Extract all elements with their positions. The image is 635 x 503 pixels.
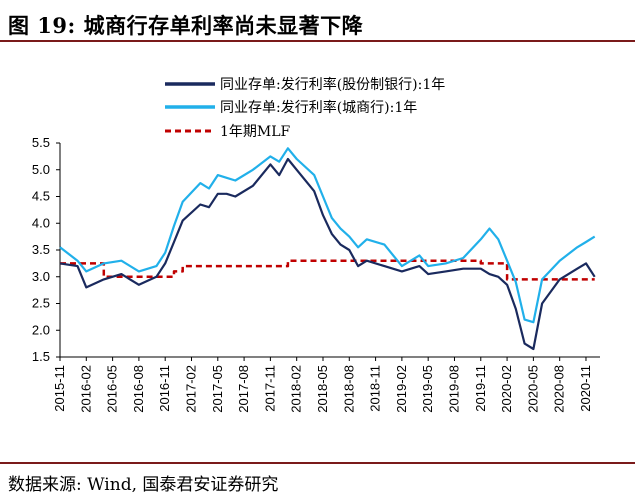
legend-label: 1年期MLF: [220, 124, 291, 140]
series-line-2: [59, 147, 596, 324]
x-tick-label: 2020-08: [552, 365, 567, 413]
x-tick-label: 2016-02: [78, 365, 93, 413]
series-lines: [59, 147, 596, 351]
x-tick-label: 2018-11: [368, 365, 383, 412]
x-tick-label: 2018-08: [341, 365, 356, 413]
x-tick-label: 2019-11: [473, 365, 488, 412]
x-tick-label: 2018-02: [289, 365, 304, 413]
x-tick-label: 2016-11: [157, 365, 172, 412]
x-tick-label: 2017-02: [183, 365, 198, 413]
y-tick-label: 4.5: [32, 189, 50, 204]
x-tick-label: 2016-08: [131, 365, 146, 413]
y-tick-label: 5.5: [32, 135, 50, 150]
y-tick-label: 3.5: [32, 242, 50, 257]
y-tick-label: 2.5: [32, 296, 50, 311]
title-rule: [0, 40, 635, 42]
y-tick-label: 2.0: [32, 322, 50, 337]
x-tick-label: 2020-02: [499, 365, 514, 413]
x-tick-label: 2019-05: [420, 365, 435, 413]
legend-label: 同业存单:发行利率(股份制银行):1年: [220, 76, 445, 93]
x-axis-ticks: 2015-11 2016-02 2016-05 2016-08 2016-11 2017-…: [52, 357, 593, 413]
x-tick-label: 2017-11: [262, 365, 277, 412]
figure-title: 图 19: 城商行存单利率尚未显著下降: [8, 13, 364, 38]
legend-label: 同业存单:发行利率(城商行):1年: [220, 99, 417, 116]
source-rule: [0, 462, 635, 464]
x-tick-label: 2017-05: [210, 365, 225, 413]
x-tick-label: 2016-05: [105, 365, 120, 413]
x-tick-label: 2020-05: [525, 365, 540, 413]
x-tick-label: 2020-11: [578, 365, 593, 412]
series-line-1: [59, 157, 596, 351]
series-line-3: [60, 259, 595, 281]
y-axis-ticks: 1.5 2.0 2.5 3.0 3.5 4.0 4.5 5.0 5.5: [32, 135, 60, 364]
data-source: 数据来源: Wind, 国泰君安证券研究: [8, 475, 279, 495]
x-tick-label: 2019-08: [446, 365, 461, 413]
x-tick-label: 2017-08: [236, 365, 251, 413]
y-tick-label: 3.0: [32, 269, 50, 284]
x-tick-label: 2018-05: [315, 365, 330, 413]
y-tick-label: 1.5: [32, 349, 50, 364]
x-tick-label: 2015-11: [52, 365, 67, 412]
x-tick-label: 2019-02: [394, 365, 409, 413]
y-tick-label: 5.0: [32, 162, 50, 177]
y-tick-label: 4.0: [32, 215, 50, 230]
